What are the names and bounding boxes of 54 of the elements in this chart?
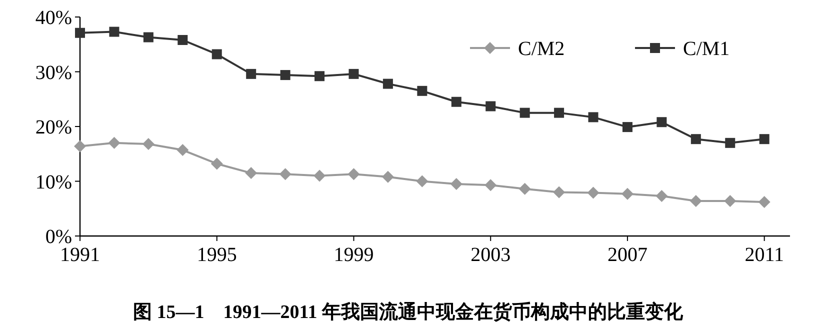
point bbox=[724, 194, 736, 207]
point bbox=[450, 178, 462, 190]
point bbox=[348, 168, 360, 180]
point bbox=[554, 108, 564, 118]
point bbox=[280, 70, 290, 80]
point bbox=[74, 140, 86, 152]
point bbox=[725, 138, 736, 148]
point bbox=[246, 68, 256, 79]
point bbox=[245, 167, 258, 180]
point bbox=[279, 168, 292, 180]
point bbox=[314, 170, 326, 182]
point bbox=[109, 26, 120, 37]
point bbox=[382, 170, 394, 183]
y-tick-label: 20% bbox=[35, 116, 72, 138]
point bbox=[587, 186, 600, 199]
x-tick-label: 2011 bbox=[744, 244, 784, 266]
y-tick-label: 10% bbox=[35, 171, 72, 194]
point bbox=[178, 34, 188, 45]
point bbox=[486, 101, 496, 112]
point bbox=[417, 86, 428, 96]
point bbox=[553, 186, 566, 198]
point bbox=[451, 96, 462, 107]
point bbox=[348, 68, 359, 79]
point bbox=[621, 188, 634, 200]
point bbox=[382, 78, 393, 89]
x-tick-label: 2003 bbox=[470, 244, 511, 266]
point bbox=[75, 28, 85, 38]
point bbox=[210, 158, 223, 170]
y-tick-label: 30% bbox=[35, 62, 72, 84]
point bbox=[588, 112, 598, 122]
point bbox=[656, 117, 667, 128]
legend-label: C/M1 bbox=[683, 38, 730, 60]
point bbox=[690, 194, 702, 207]
point bbox=[143, 32, 154, 42]
x-tick-label: 2007 bbox=[607, 244, 648, 266]
point bbox=[416, 175, 428, 188]
text: 图 15—1 1991—2011 年我国流通中现金在货币构成中的比重变化 bbox=[133, 301, 684, 323]
point bbox=[142, 138, 154, 150]
point bbox=[758, 196, 770, 208]
point bbox=[759, 134, 770, 144]
legend-label: C/M2 bbox=[518, 38, 565, 60]
point bbox=[656, 190, 668, 202]
x-tick-label: 1995 bbox=[196, 244, 237, 266]
y-tick-label: 40% bbox=[35, 7, 72, 29]
point bbox=[622, 122, 632, 132]
point bbox=[212, 49, 222, 60]
point bbox=[518, 182, 531, 195]
point bbox=[484, 179, 497, 192]
point bbox=[314, 71, 325, 82]
x-tick-label: 1999 bbox=[334, 244, 374, 266]
point bbox=[176, 144, 189, 156]
point bbox=[520, 108, 530, 118]
point bbox=[690, 134, 701, 144]
point bbox=[108, 136, 120, 149]
